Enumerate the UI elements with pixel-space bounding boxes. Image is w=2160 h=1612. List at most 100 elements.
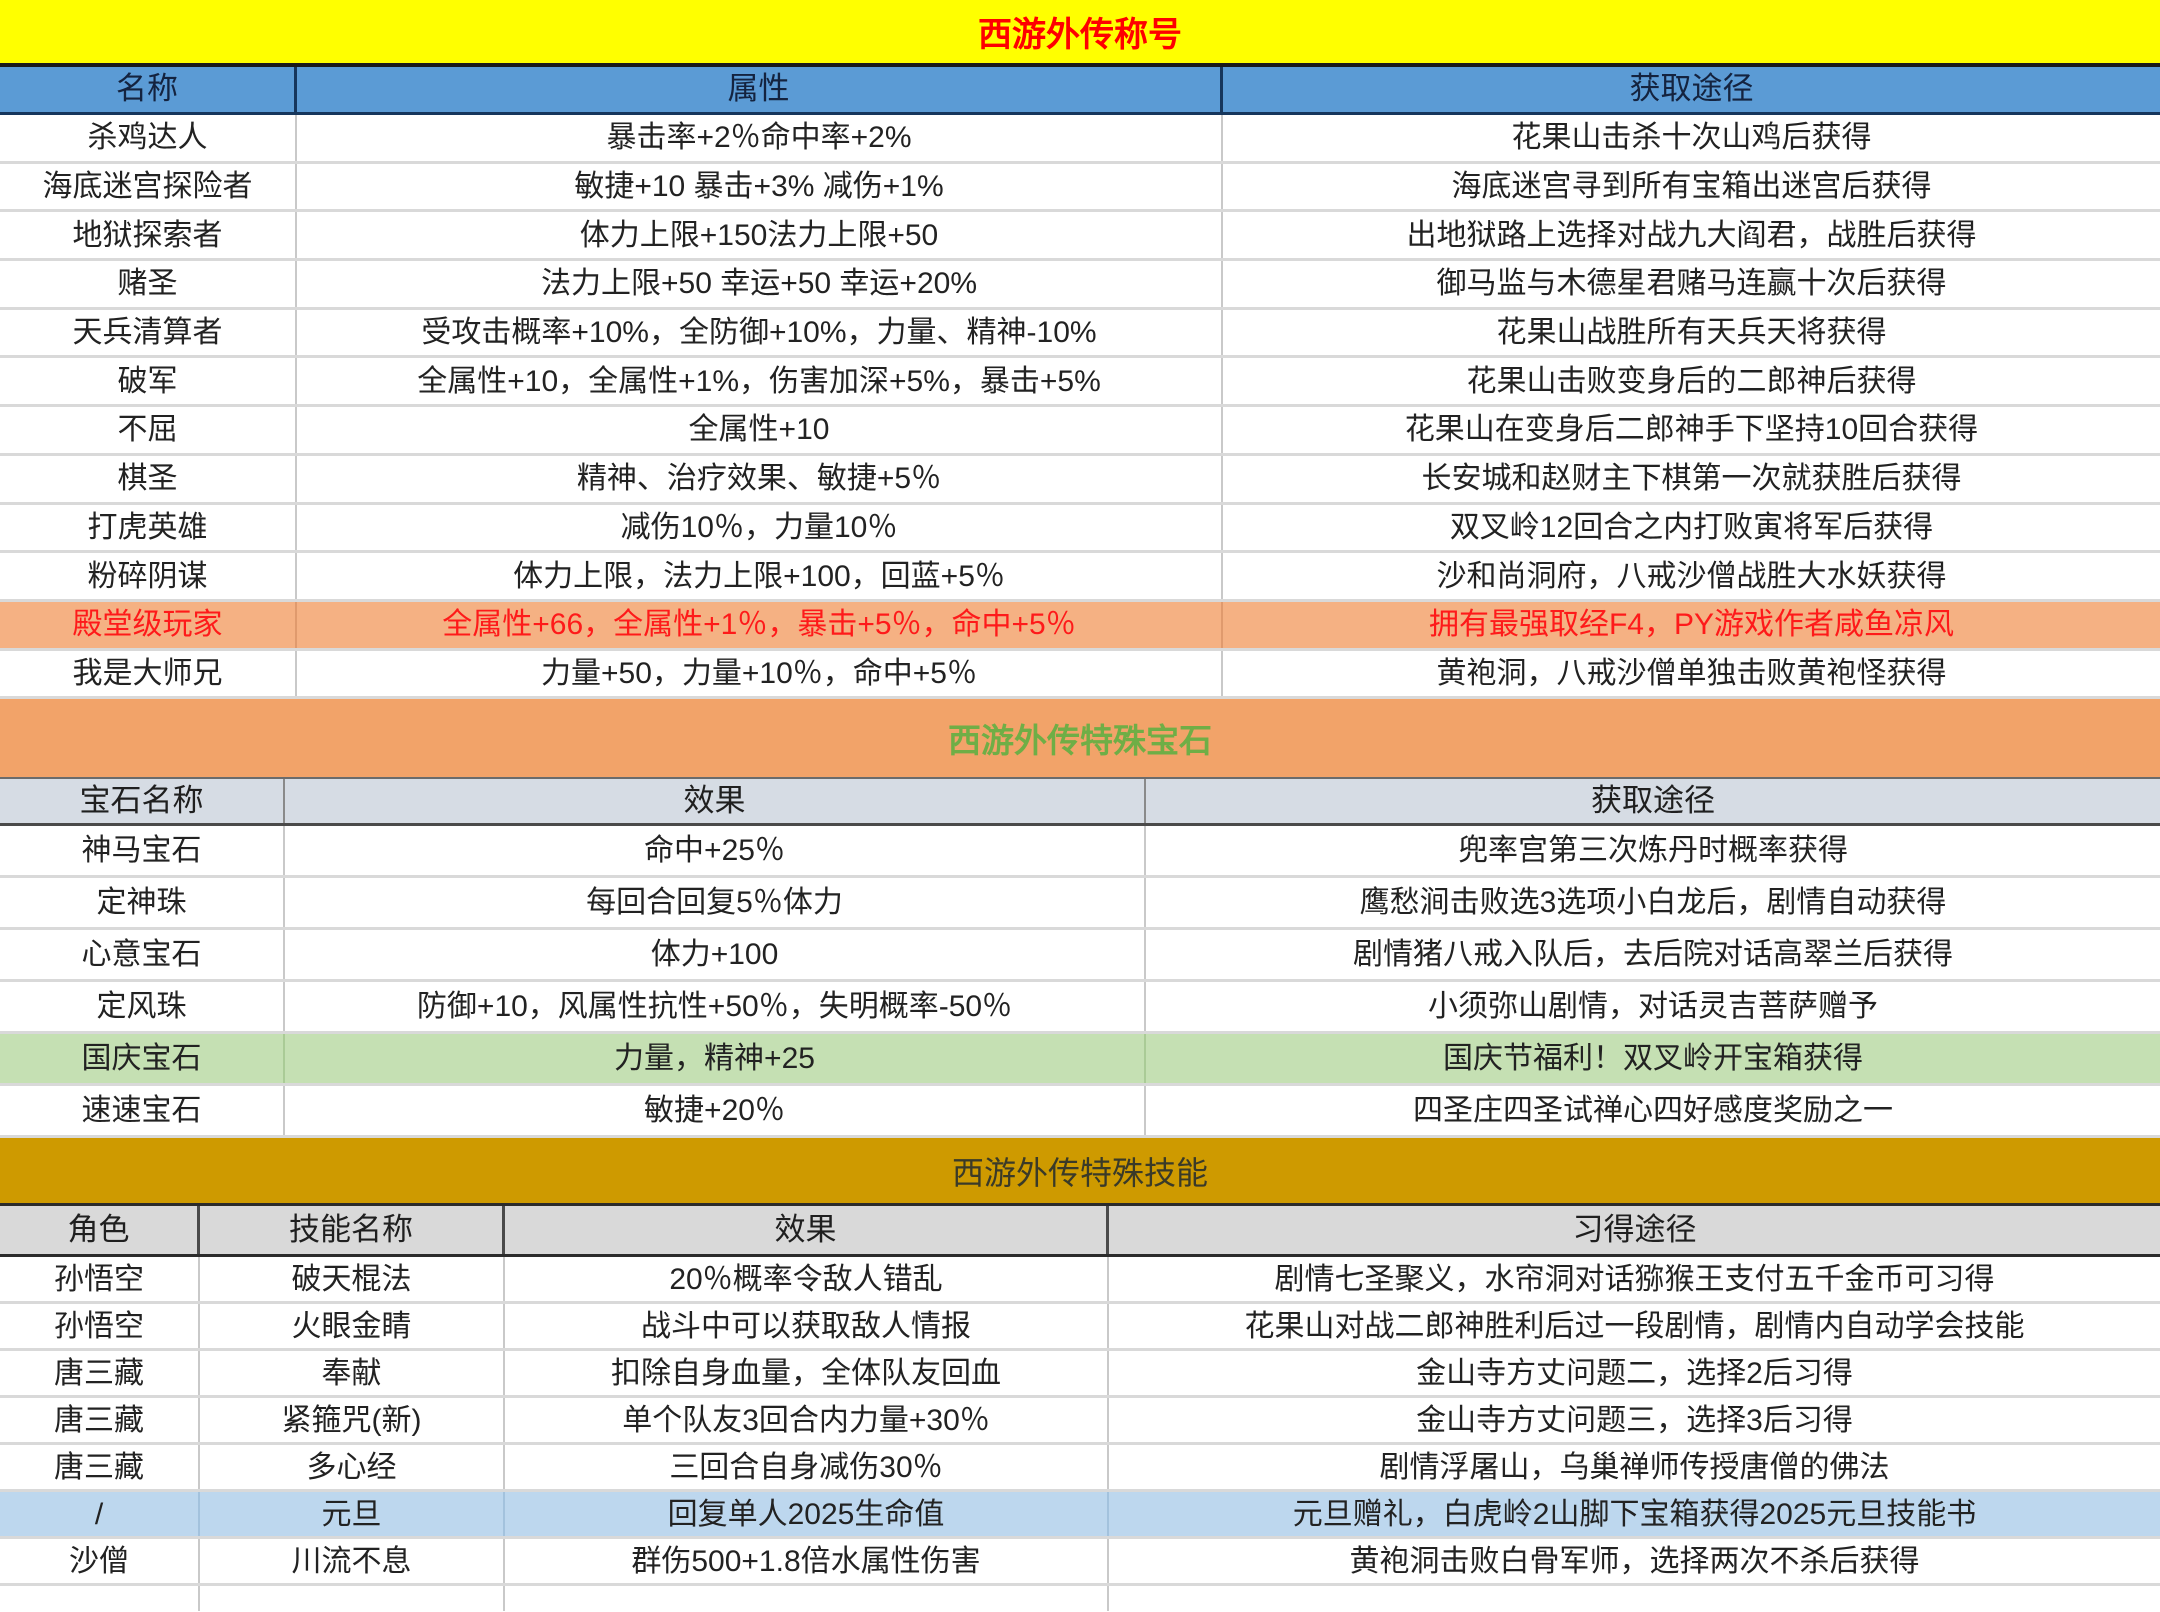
title-name-cell: 破军 [0, 358, 297, 405]
gem-effect-cell: 力量，精神+25 [285, 1034, 1146, 1084]
title-source-cell: 出地狱路上选择对战九大阎君，战胜后获得 [1406, 218, 1977, 252]
gems-header-source: 获取途径 [1591, 783, 1715, 819]
title-source-cell: 黄袍洞，八戒沙僧单独击败黄袍怪获得 [1436, 656, 1947, 690]
gem-name-cell: 神马宝石 [0, 826, 285, 876]
skill-source-cell: 金山寺方丈问题三，选择3后习得 [1416, 1403, 1853, 1437]
title-row-highlighted: 殿堂级玩家 全属性+66，全属性+1％，暴击+5％，命中+5％ 拥有最强取经F4… [0, 601, 2160, 651]
title-name-cell: 我是大师兄 [0, 650, 297, 697]
gem-row: 速速宝石 敏捷+20％ 四圣庄四圣试禅心四好感度奖励之一 [0, 1086, 2160, 1139]
skills-header-effect: 效果 [505, 1206, 1109, 1255]
skill-row: 孙悟空 火眼金睛 战斗中可以获取敌人情报 花果山对战二郎神胜利后过一段剧情，剧情… [0, 1304, 2160, 1352]
empty-cell [200, 1586, 505, 1612]
title-name-cell: 海底迷宫探险者 [0, 163, 297, 210]
title-source-cell: 花果山在变身后二郎神手下坚持10回合获得 [1404, 413, 1979, 447]
gems-header-name: 宝石名称 [0, 779, 285, 824]
gem-effect-cell: 敏捷+20％ [285, 1086, 1146, 1136]
skill-role-cell: 沙僧 [0, 1539, 200, 1584]
gems-section-banner: 西游外传特殊宝石 [0, 699, 2160, 778]
gems-header-effect: 效果 [285, 779, 1146, 824]
title-attr-cell: 受攻击概率+10%，全防御+10%，力量、精神-10% [297, 309, 1223, 356]
skill-source-cell: 元旦赠礼，白虎岭2山脚下宝箱获得2025元旦技能书 [1292, 1497, 1977, 1531]
empty-cell [505, 1586, 1109, 1612]
titles-table-header-row: 名称 属性 获取途径 [0, 67, 2160, 115]
titles-section-banner: 西游外传称号 [0, 0, 2160, 67]
titles-section-title: 西游外传称号 [978, 16, 1182, 54]
skill-source-cell: 剧情浮屠山，乌巢禅师传授唐僧的佛法 [1379, 1450, 1890, 1484]
title-source-cell: 长安城和赵财主下棋第一次就获胜后获得 [1421, 462, 1962, 496]
title-row: 粉碎阴谋 体力上限，法力上限+100，回蓝+5％ 沙和尚洞府，八戒沙僧战胜大水妖… [0, 553, 2160, 602]
skill-role-cell: 唐三藏 [0, 1351, 200, 1396]
skill-source-cell: 花果山对战二郎神胜利后过一段剧情，剧情内自动学会技能 [1244, 1309, 2025, 1343]
title-name-cell: 杀鸡达人 [0, 115, 297, 161]
skills-table: 角色 技能名称 效果 习得途径 孙悟空 破天棍法 20％概率令敌人错乱 剧情七圣… [0, 1206, 2160, 1612]
titles-header-source: 获取途径 [1629, 71, 1754, 107]
skill-name-cell: 火眼金睛 [200, 1304, 505, 1349]
title-name-cell: 赌圣 [0, 261, 297, 307]
title-attr-cell: 全属性+66，全属性+1％，暴击+5％，命中+5％ [297, 601, 1223, 648]
title-attr-cell: 暴击率+2％命中率+2% [297, 115, 1223, 161]
title-attr-cell: 全属性+10，全属性+1%，伤害加深+5%，暴击+5% [297, 358, 1223, 405]
gem-source-cell: 兜率宫第三次炼丹时概率获得 [1458, 834, 1848, 868]
gem-row-highlighted: 国庆宝石 力量，精神+25 国庆节福利！双叉岭开宝箱获得 [0, 1034, 2160, 1087]
skill-row: 唐三藏 奉献 扣除自身血量，全体队友回血 金山寺方丈问题二，选择2后习得 [0, 1351, 2160, 1399]
gem-effect-cell: 命中+25％ [285, 826, 1146, 876]
title-name-cell: 地狱探索者 [0, 212, 297, 259]
title-attr-cell: 体力上限+150法力上限+50 [297, 212, 1223, 259]
title-source-cell: 花果山击败变身后的二郎神后获得 [1466, 364, 1917, 398]
gems-table: 宝石名称 效果 获取途径 神马宝石 命中+25％ 兜率宫第三次炼丹时概率获得 定… [0, 777, 2160, 1139]
gem-source-cell: 国庆节福利！双叉岭开宝箱获得 [1443, 1042, 1863, 1076]
titles-header-attr: 属性 [297, 67, 1223, 112]
title-attr-cell: 敏捷+10 暴击+3% 减伤+1% [297, 163, 1223, 210]
gem-name-cell: 定风珠 [0, 982, 285, 1032]
skill-name-cell: 元旦 [200, 1492, 505, 1537]
gem-row: 心意宝石 体力+100 剧情猪八戒入队后，去后院对话高翠兰后获得 [0, 930, 2160, 983]
skill-role-cell: 孙悟空 [0, 1257, 200, 1302]
skill-name-cell: 破天棍法 [200, 1257, 505, 1302]
skill-effect-cell: 20％概率令敌人错乱 [505, 1257, 1109, 1302]
title-name-cell: 天兵清算者 [0, 309, 297, 356]
gem-name-cell: 心意宝石 [0, 930, 285, 980]
title-attr-cell: 法力上限+50 幸运+50 幸运+20% [297, 261, 1223, 307]
gem-source-cell: 鹰愁涧击败选3选项小白龙后，剧情自动获得 [1359, 886, 1947, 920]
title-row: 不屈 全属性+10 花果山在变身后二郎神手下坚持10回合获得 [0, 407, 2160, 456]
title-attr-cell: 精神、治疗效果、敏捷+5％ [297, 455, 1223, 502]
skill-source-cell: 剧情七圣聚义，水帘洞对话猕猴王支付五千金币可习得 [1274, 1262, 1995, 1296]
gem-effect-cell: 体力+100 [285, 930, 1146, 980]
skill-name-cell: 奉献 [200, 1351, 505, 1396]
skills-header-role: 角色 [0, 1206, 200, 1255]
gem-source-cell: 剧情猪八戒入队后，去后院对话高翠兰后获得 [1353, 938, 1953, 972]
gem-name-cell: 定神珠 [0, 878, 285, 928]
gem-name-cell: 国庆宝石 [0, 1034, 285, 1084]
title-name-cell: 不屈 [0, 407, 297, 453]
skill-effect-cell: 群伤500+1.8倍水属性伤害 [505, 1539, 1109, 1584]
title-row: 棋圣 精神、治疗效果、敏捷+5％ 长安城和赵财主下棋第一次就获胜后获得 [0, 455, 2160, 505]
skills-header-source: 习得途径 [1572, 1212, 1697, 1248]
title-row: 打虎英雄 减伤10％，力量10％ 双叉岭12回合之内打败寅将军后获得 [0, 504, 2160, 554]
title-row: 我是大师兄 力量+50，力量+10％，命中+5％ 黄袍洞，八戒沙僧单独击败黄袍怪… [0, 650, 2160, 700]
gem-row: 神马宝石 命中+25％ 兜率宫第三次炼丹时概率获得 [0, 826, 2160, 879]
gem-effect-cell: 每回合回复5％体力 [285, 878, 1146, 928]
empty-partial-row [0, 1586, 2160, 1612]
title-source-cell: 拥有最强取经F4，PY游戏作者咸鱼凉风 [1428, 608, 1955, 642]
skill-role-cell: / [0, 1492, 200, 1537]
gem-row: 定神珠 每回合回复5％体力 鹰愁涧击败选3选项小白龙后，剧情自动获得 [0, 878, 2160, 931]
gem-effect-cell: 防御+10，风属性抗性+50％，失明概率-50％ [285, 982, 1146, 1032]
title-name-cell: 粉碎阴谋 [0, 553, 297, 599]
skill-row: 唐三藏 多心经 三回合自身减伤30％ 剧情浮屠山，乌巢禅师传授唐僧的佛法 [0, 1445, 2160, 1493]
title-name-cell: 殿堂级玩家 [0, 601, 297, 648]
title-row: 杀鸡达人 暴击率+2％命中率+2% 花果山击杀十次山鸡后获得 [0, 115, 2160, 164]
title-name-cell: 棋圣 [0, 455, 297, 502]
skill-effect-cell: 回复单人2025生命值 [505, 1492, 1109, 1537]
title-name-cell: 打虎英雄 [0, 504, 297, 551]
gem-row: 定风珠 防御+10，风属性抗性+50％，失明概率-50％ 小须弥山剧情，对话灵吉… [0, 982, 2160, 1035]
skill-name-cell: 紧箍咒(新) [200, 1398, 505, 1443]
skill-row: 唐三藏 紧箍咒(新) 单个队友3回合内力量+30％ 金山寺方丈问题三，选择3后习… [0, 1398, 2160, 1446]
skill-effect-cell: 战斗中可以获取敌人情报 [505, 1304, 1109, 1349]
skills-table-header-row: 角色 技能名称 效果 习得途径 [0, 1206, 2160, 1258]
title-source-cell: 花果山击杀十次山鸡后获得 [1511, 121, 1872, 155]
title-source-cell: 海底迷宫寻到所有宝箱出迷宫后获得 [1451, 170, 1932, 204]
gem-source-cell: 四圣庄四圣试禅心四好感度奖励之一 [1413, 1094, 1893, 1128]
skill-name-cell: 川流不息 [200, 1539, 505, 1584]
skill-source-cell: 黄袍洞击败白骨军师，选择两次不杀后获得 [1349, 1544, 1920, 1578]
skill-role-cell: 唐三藏 [0, 1445, 200, 1490]
